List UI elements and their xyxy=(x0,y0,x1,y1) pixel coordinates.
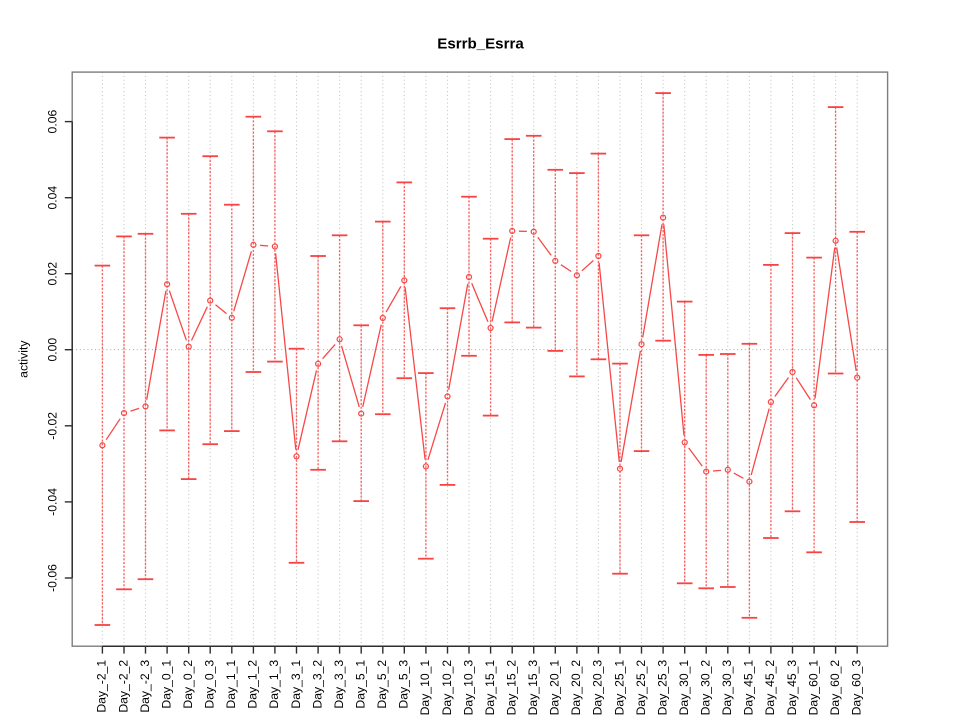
svg-text:Day_60_1: Day_60_1 xyxy=(806,660,820,716)
svg-text:Day_20_2: Day_20_2 xyxy=(569,660,583,716)
svg-text:Day_0_2: Day_0_2 xyxy=(181,660,195,709)
svg-text:Day_15_2: Day_15_2 xyxy=(505,660,519,716)
svg-text:Day_45_1: Day_45_1 xyxy=(742,660,756,716)
svg-text:Day_0_1: Day_0_1 xyxy=(159,660,173,709)
svg-text:Day_60_2: Day_60_2 xyxy=(828,660,842,716)
svg-text:Day_5_3: Day_5_3 xyxy=(397,660,411,709)
svg-text:Day_3_2: Day_3_2 xyxy=(310,660,324,709)
svg-text:Day_30_2: Day_30_2 xyxy=(699,660,713,716)
svg-text:Day_25_3: Day_25_3 xyxy=(655,660,669,716)
svg-text:0.06: 0.06 xyxy=(46,110,60,134)
svg-text:Day_5_2: Day_5_2 xyxy=(375,660,389,709)
svg-text:Day_20_3: Day_20_3 xyxy=(591,660,605,716)
svg-text:Day_60_3: Day_60_3 xyxy=(850,660,864,716)
svg-text:Day_45_2: Day_45_2 xyxy=(763,660,777,716)
svg-text:Day_15_3: Day_15_3 xyxy=(526,660,540,716)
svg-text:Day_3_1: Day_3_1 xyxy=(289,660,303,709)
svg-text:activity: activity xyxy=(16,340,30,378)
svg-text:Day_1_2: Day_1_2 xyxy=(246,660,260,709)
svg-text:Day_1_3: Day_1_3 xyxy=(267,660,281,709)
svg-text:0.02: 0.02 xyxy=(46,262,60,286)
svg-text:Day_45_3: Day_45_3 xyxy=(785,660,799,716)
svg-text:Day_25_1: Day_25_1 xyxy=(612,660,626,716)
svg-text:Day_-2_3: Day_-2_3 xyxy=(138,660,152,713)
svg-text:0.04: 0.04 xyxy=(46,186,60,210)
svg-text:Day_10_2: Day_10_2 xyxy=(440,660,454,716)
svg-text:Day_-2_1: Day_-2_1 xyxy=(95,660,109,713)
svg-text:Day_25_2: Day_25_2 xyxy=(634,660,648,716)
svg-text:Day_0_3: Day_0_3 xyxy=(203,660,217,709)
svg-text:Day_10_3: Day_10_3 xyxy=(461,660,475,716)
svg-text:Day_20_1: Day_20_1 xyxy=(548,660,562,716)
svg-text:Esrrb_Esrra: Esrrb_Esrra xyxy=(437,36,524,53)
svg-text:Day_30_3: Day_30_3 xyxy=(720,660,734,716)
svg-text:Day_5_1: Day_5_1 xyxy=(354,660,368,709)
svg-text:-0.06: -0.06 xyxy=(46,564,60,592)
svg-text:Day_10_1: Day_10_1 xyxy=(418,660,432,716)
svg-text:Day_-2_2: Day_-2_2 xyxy=(116,660,130,713)
svg-text:Day_15_1: Day_15_1 xyxy=(483,660,497,716)
svg-text:0.00: 0.00 xyxy=(46,338,60,362)
svg-text:Day_3_3: Day_3_3 xyxy=(332,660,346,709)
svg-text:-0.02: -0.02 xyxy=(46,412,60,440)
svg-text:Day_30_1: Day_30_1 xyxy=(677,660,691,716)
svg-text:Day_1_1: Day_1_1 xyxy=(224,660,238,709)
svg-text:-0.04: -0.04 xyxy=(46,488,60,516)
